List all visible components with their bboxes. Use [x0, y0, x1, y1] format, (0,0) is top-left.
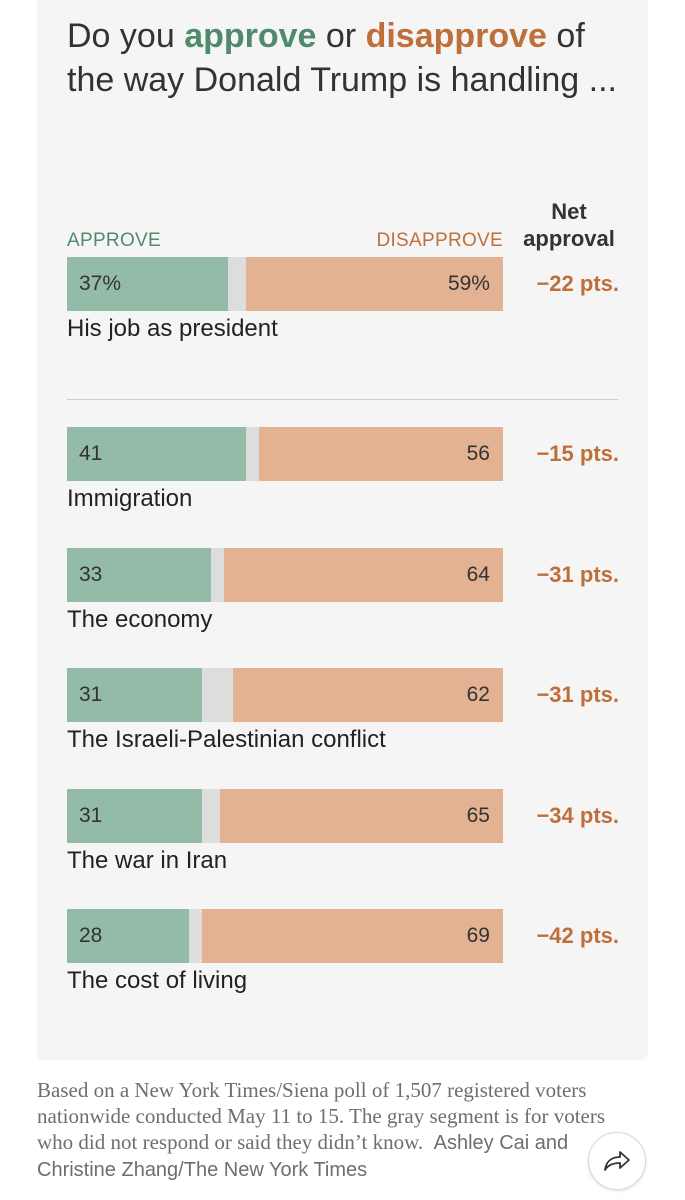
disapprove-segment: 56 [258, 427, 503, 481]
disapprove-value-label: 59% [447, 272, 490, 295]
disapprove-header: DISAPPROVE [376, 230, 503, 251]
net-approval-value: −34 pts. [536, 803, 619, 828]
category-label: The economy [67, 606, 213, 633]
net-approval-value: −15 pts. [536, 441, 619, 466]
no-answer-segment [189, 909, 203, 963]
approve-segment: 31 [67, 789, 203, 843]
footnote: Based on a New York Times/Siena poll of … [37, 1077, 607, 1183]
category-label: The war in Iran [67, 847, 228, 874]
disapprove-segment: 64 [223, 548, 503, 602]
approve-value-label: 28 [79, 924, 103, 947]
stacked-bar: 37% 59% [67, 257, 503, 311]
approve-value-label: 41 [79, 442, 103, 465]
stacked-bar: 31 65 [67, 789, 503, 843]
chart-title: Do you approve or disapprove of the way … [67, 14, 627, 102]
disapprove-segment: 65 [219, 789, 503, 843]
category-label: His job as president [67, 315, 278, 342]
footnote-credit: Ashley Cai and Christine Zhang/The New Y… [37, 1132, 569, 1181]
disapprove-value-label: 65 [466, 804, 490, 827]
approve-value-label: 37% [79, 272, 122, 295]
stacked-bar: 28 69 [67, 909, 503, 963]
share-button[interactable] [588, 1132, 646, 1190]
share-arrow-icon [604, 1151, 630, 1171]
title-prefix: Do you [67, 17, 185, 55]
stacked-bar: 33 64 [67, 548, 503, 602]
net-approval-value: −31 pts. [536, 682, 619, 707]
disapprove-value-label: 69 [466, 924, 490, 947]
divider [67, 399, 618, 400]
net-approval-header: Net approval [523, 199, 615, 251]
no-answer-segment [202, 789, 220, 843]
approve-segment: 37% [67, 257, 229, 311]
approve-header: APPROVE [67, 230, 161, 251]
no-answer-segment [228, 257, 246, 311]
disapprove-value-label: 64 [466, 563, 490, 586]
net-approval-value: −42 pts. [536, 923, 619, 948]
net-approval-value: −22 pts. [536, 271, 619, 296]
disapprove-value-label: 62 [466, 683, 490, 706]
approve-value-label: 33 [79, 563, 103, 586]
category-label: The Israeli-Palestinian conflict [67, 726, 386, 753]
category-label: Immigration [67, 485, 193, 512]
approve-segment: 28 [67, 909, 190, 963]
approve-value-label: 31 [79, 683, 103, 706]
title-suffix: of the way Donald Trump is handling ... [67, 17, 617, 99]
approve-segment: 31 [67, 668, 203, 722]
disapprove-segment: 59% [245, 257, 503, 311]
title-disapprove-word: disapprove [365, 17, 547, 55]
stacked-bar: 41 56 [67, 427, 503, 481]
no-answer-segment [202, 668, 233, 722]
approve-value-label: 31 [79, 804, 103, 827]
chart-card [37, 0, 648, 1060]
stacked-bar: 31 62 [67, 668, 503, 722]
category-label: The cost of living [67, 967, 248, 994]
approve-segment: 41 [67, 427, 246, 481]
title-approve-word: approve [184, 17, 317, 55]
no-answer-segment [210, 548, 224, 602]
title-middle: or [316, 17, 366, 55]
disapprove-segment: 69 [202, 909, 503, 963]
disapprove-segment: 62 [232, 668, 503, 722]
no-answer-segment [245, 427, 259, 481]
footnote-text: Based on a New York Times/Siena poll of … [37, 1078, 606, 1154]
approve-segment: 33 [67, 548, 211, 602]
net-approval-value: −31 pts. [536, 562, 619, 587]
disapprove-value-label: 56 [466, 442, 490, 465]
